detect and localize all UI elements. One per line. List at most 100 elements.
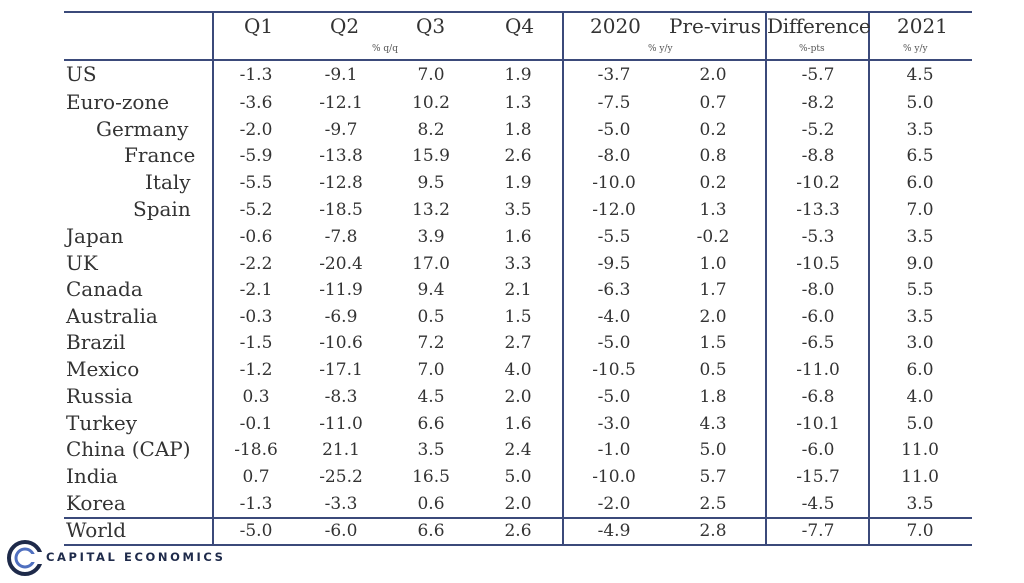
- table-cell: -0.6: [239, 227, 273, 247]
- table-cell: 9.0: [906, 254, 934, 274]
- table-cell: -10.0: [592, 467, 636, 487]
- table-cell: 2.0: [699, 65, 727, 85]
- table-cell: 2.4: [504, 440, 532, 460]
- table-cell: -1.3: [239, 65, 273, 85]
- table-cell: 2.8: [699, 521, 727, 541]
- table-cell: -18.6: [234, 440, 278, 460]
- table-cell: -12.1: [319, 93, 363, 113]
- table-cell: -3.6: [239, 93, 273, 113]
- table-cell: 1.8: [504, 120, 532, 140]
- table-cell: 1.8: [699, 387, 727, 407]
- table-cell: -6.5: [801, 333, 835, 353]
- table-cell: 2.0: [504, 494, 532, 514]
- row-label: Mexico: [66, 357, 140, 381]
- table-cell: 3.5: [906, 227, 934, 247]
- table-cell: -10.0: [592, 173, 636, 193]
- table-cell: 1.6: [504, 414, 532, 434]
- row-label: Australia: [66, 304, 158, 328]
- table-cell: -9.1: [324, 65, 358, 85]
- table-cell: 0.2: [699, 173, 727, 193]
- table-cell: -6.0: [801, 307, 835, 327]
- table-cell: 10.2: [412, 93, 450, 113]
- table-cell: 2.6: [504, 146, 532, 166]
- table-cell: -5.2: [239, 200, 273, 220]
- world-rule: [64, 517, 972, 519]
- table-cell: 1.0: [699, 254, 727, 274]
- logo-text: CAPITAL ECONOMICS: [46, 550, 226, 564]
- table-cell: 5.7: [699, 467, 727, 487]
- table-cell: -0.1: [239, 414, 273, 434]
- table-cell: 5.5: [906, 280, 934, 300]
- table-cell: 1.5: [699, 333, 727, 353]
- table-cell: -9.5: [597, 254, 631, 274]
- table-cell: 1.9: [504, 173, 532, 193]
- row-label: Italy: [145, 170, 191, 194]
- table-cell: 7.0: [417, 65, 445, 85]
- table-cell: 4.0: [504, 360, 532, 380]
- table-cell: 11.0: [901, 440, 939, 460]
- unit-quarterly: % q/q: [372, 44, 398, 54]
- table-cell: -2.1: [239, 280, 273, 300]
- table-cell: -6.3: [597, 280, 631, 300]
- table-cell: 17.0: [412, 254, 450, 274]
- row-label: Brazil: [66, 330, 126, 354]
- table-cell: -1.5: [239, 333, 273, 353]
- table-cell: 3.5: [417, 440, 445, 460]
- table-cell: -5.0: [597, 387, 631, 407]
- table-cell: 11.0: [901, 467, 939, 487]
- table-cell: -5.2: [801, 120, 835, 140]
- table-cell: 5.0: [906, 93, 934, 113]
- table-cell: -8.8: [801, 146, 835, 166]
- table-cell: -0.2: [696, 227, 730, 247]
- table-cell: -1.3: [239, 494, 273, 514]
- header-q4: Q4: [505, 14, 535, 38]
- table-cell: -8.3: [324, 387, 358, 407]
- row-label: Germany: [96, 117, 189, 141]
- header-pre-virus: Pre-virus: [669, 14, 762, 38]
- table-cell: -12.8: [319, 173, 363, 193]
- table-cell: -2.2: [239, 254, 273, 274]
- table-cell: -25.2: [319, 467, 363, 487]
- table-cell: -5.0: [239, 521, 273, 541]
- table-cell: 1.9: [504, 65, 532, 85]
- table-cell: -3.3: [324, 494, 358, 514]
- table-cell: -7.8: [324, 227, 358, 247]
- table-cell: 5.0: [504, 467, 532, 487]
- logo-mark-icon: [7, 540, 46, 576]
- table-cell: -6.9: [324, 307, 358, 327]
- unit-difference: %-pts: [799, 44, 825, 54]
- table-cell: -4.5: [801, 494, 835, 514]
- table-cell: -7.7: [801, 521, 835, 541]
- table-cell: 2.7: [504, 333, 532, 353]
- row-label: Russia: [66, 384, 133, 408]
- table-cell: 0.7: [699, 93, 727, 113]
- table-cell: 13.2: [412, 200, 450, 220]
- bottom-rule: [64, 544, 972, 546]
- divider-annual: [562, 11, 564, 546]
- table-cell: 4.5: [906, 65, 934, 85]
- row-label: Korea: [66, 491, 126, 515]
- table-cell: 15.9: [412, 146, 450, 166]
- row-label: Turkey: [66, 411, 138, 435]
- table-cell: 4.3: [699, 414, 727, 434]
- table-cell: -6.8: [801, 387, 835, 407]
- table-cell: -18.5: [319, 200, 363, 220]
- table-cell: -5.7: [801, 65, 835, 85]
- table-cell: 8.2: [417, 120, 445, 140]
- table-cell: 3.5: [906, 120, 934, 140]
- table-cell: 21.1: [322, 440, 360, 460]
- table-cell: -13.3: [796, 200, 840, 220]
- table-cell: 1.3: [699, 200, 727, 220]
- table-cell: 9.5: [417, 173, 445, 193]
- table-cell: 0.3: [242, 387, 270, 407]
- table-cell: -10.1: [796, 414, 840, 434]
- table-cell: 7.0: [417, 360, 445, 380]
- table-cell: 5.0: [906, 414, 934, 434]
- header-q3: Q3: [416, 14, 446, 38]
- table-cell: 7.2: [417, 333, 445, 353]
- table-cell: 0.5: [417, 307, 445, 327]
- table-cell: -4.9: [597, 521, 631, 541]
- table-cell: -3.7: [597, 65, 631, 85]
- table-cell: -5.0: [597, 333, 631, 353]
- table-cell: 2.0: [699, 307, 727, 327]
